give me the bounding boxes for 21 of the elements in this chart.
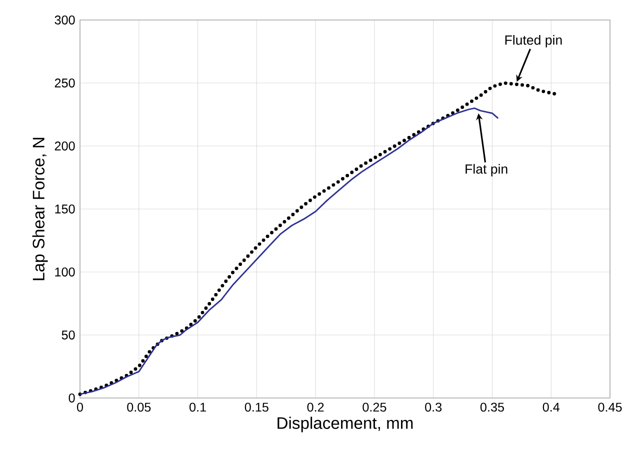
annotation: Fluted pin <box>505 35 562 48</box>
x-tick-label: 0.25 <box>362 402 386 412</box>
y-tick-label: 200 <box>54 142 75 150</box>
y-tick-label: 0 <box>68 394 75 402</box>
x-tick-label: 0.2 <box>307 402 324 412</box>
x-axis-title: Displacement, mm <box>278 416 413 432</box>
y-tick-label: 50 <box>62 330 75 340</box>
x-tick-label: 0.45 <box>598 402 622 412</box>
x-tick-label: 0.15 <box>244 402 268 412</box>
x-tick-label: 0.3 <box>425 402 442 412</box>
x-tick-label: 0.4 <box>542 402 560 412</box>
x-tick-label: 0.05 <box>127 402 151 412</box>
y-tick-label: 250 <box>54 78 75 88</box>
annotation: Flat pin <box>466 164 508 176</box>
x-tick-label: 0 <box>76 402 84 412</box>
x-tick-label: 0.35 <box>480 402 504 412</box>
y-tick-label: 300 <box>54 16 75 24</box>
y-axis-title: Lap Shear Force, N <box>32 138 48 280</box>
x-tick-label: 0.1 <box>190 402 206 412</box>
y-tick-label: 150 <box>55 204 75 214</box>
y-tick-label: 100 <box>55 268 75 276</box>
